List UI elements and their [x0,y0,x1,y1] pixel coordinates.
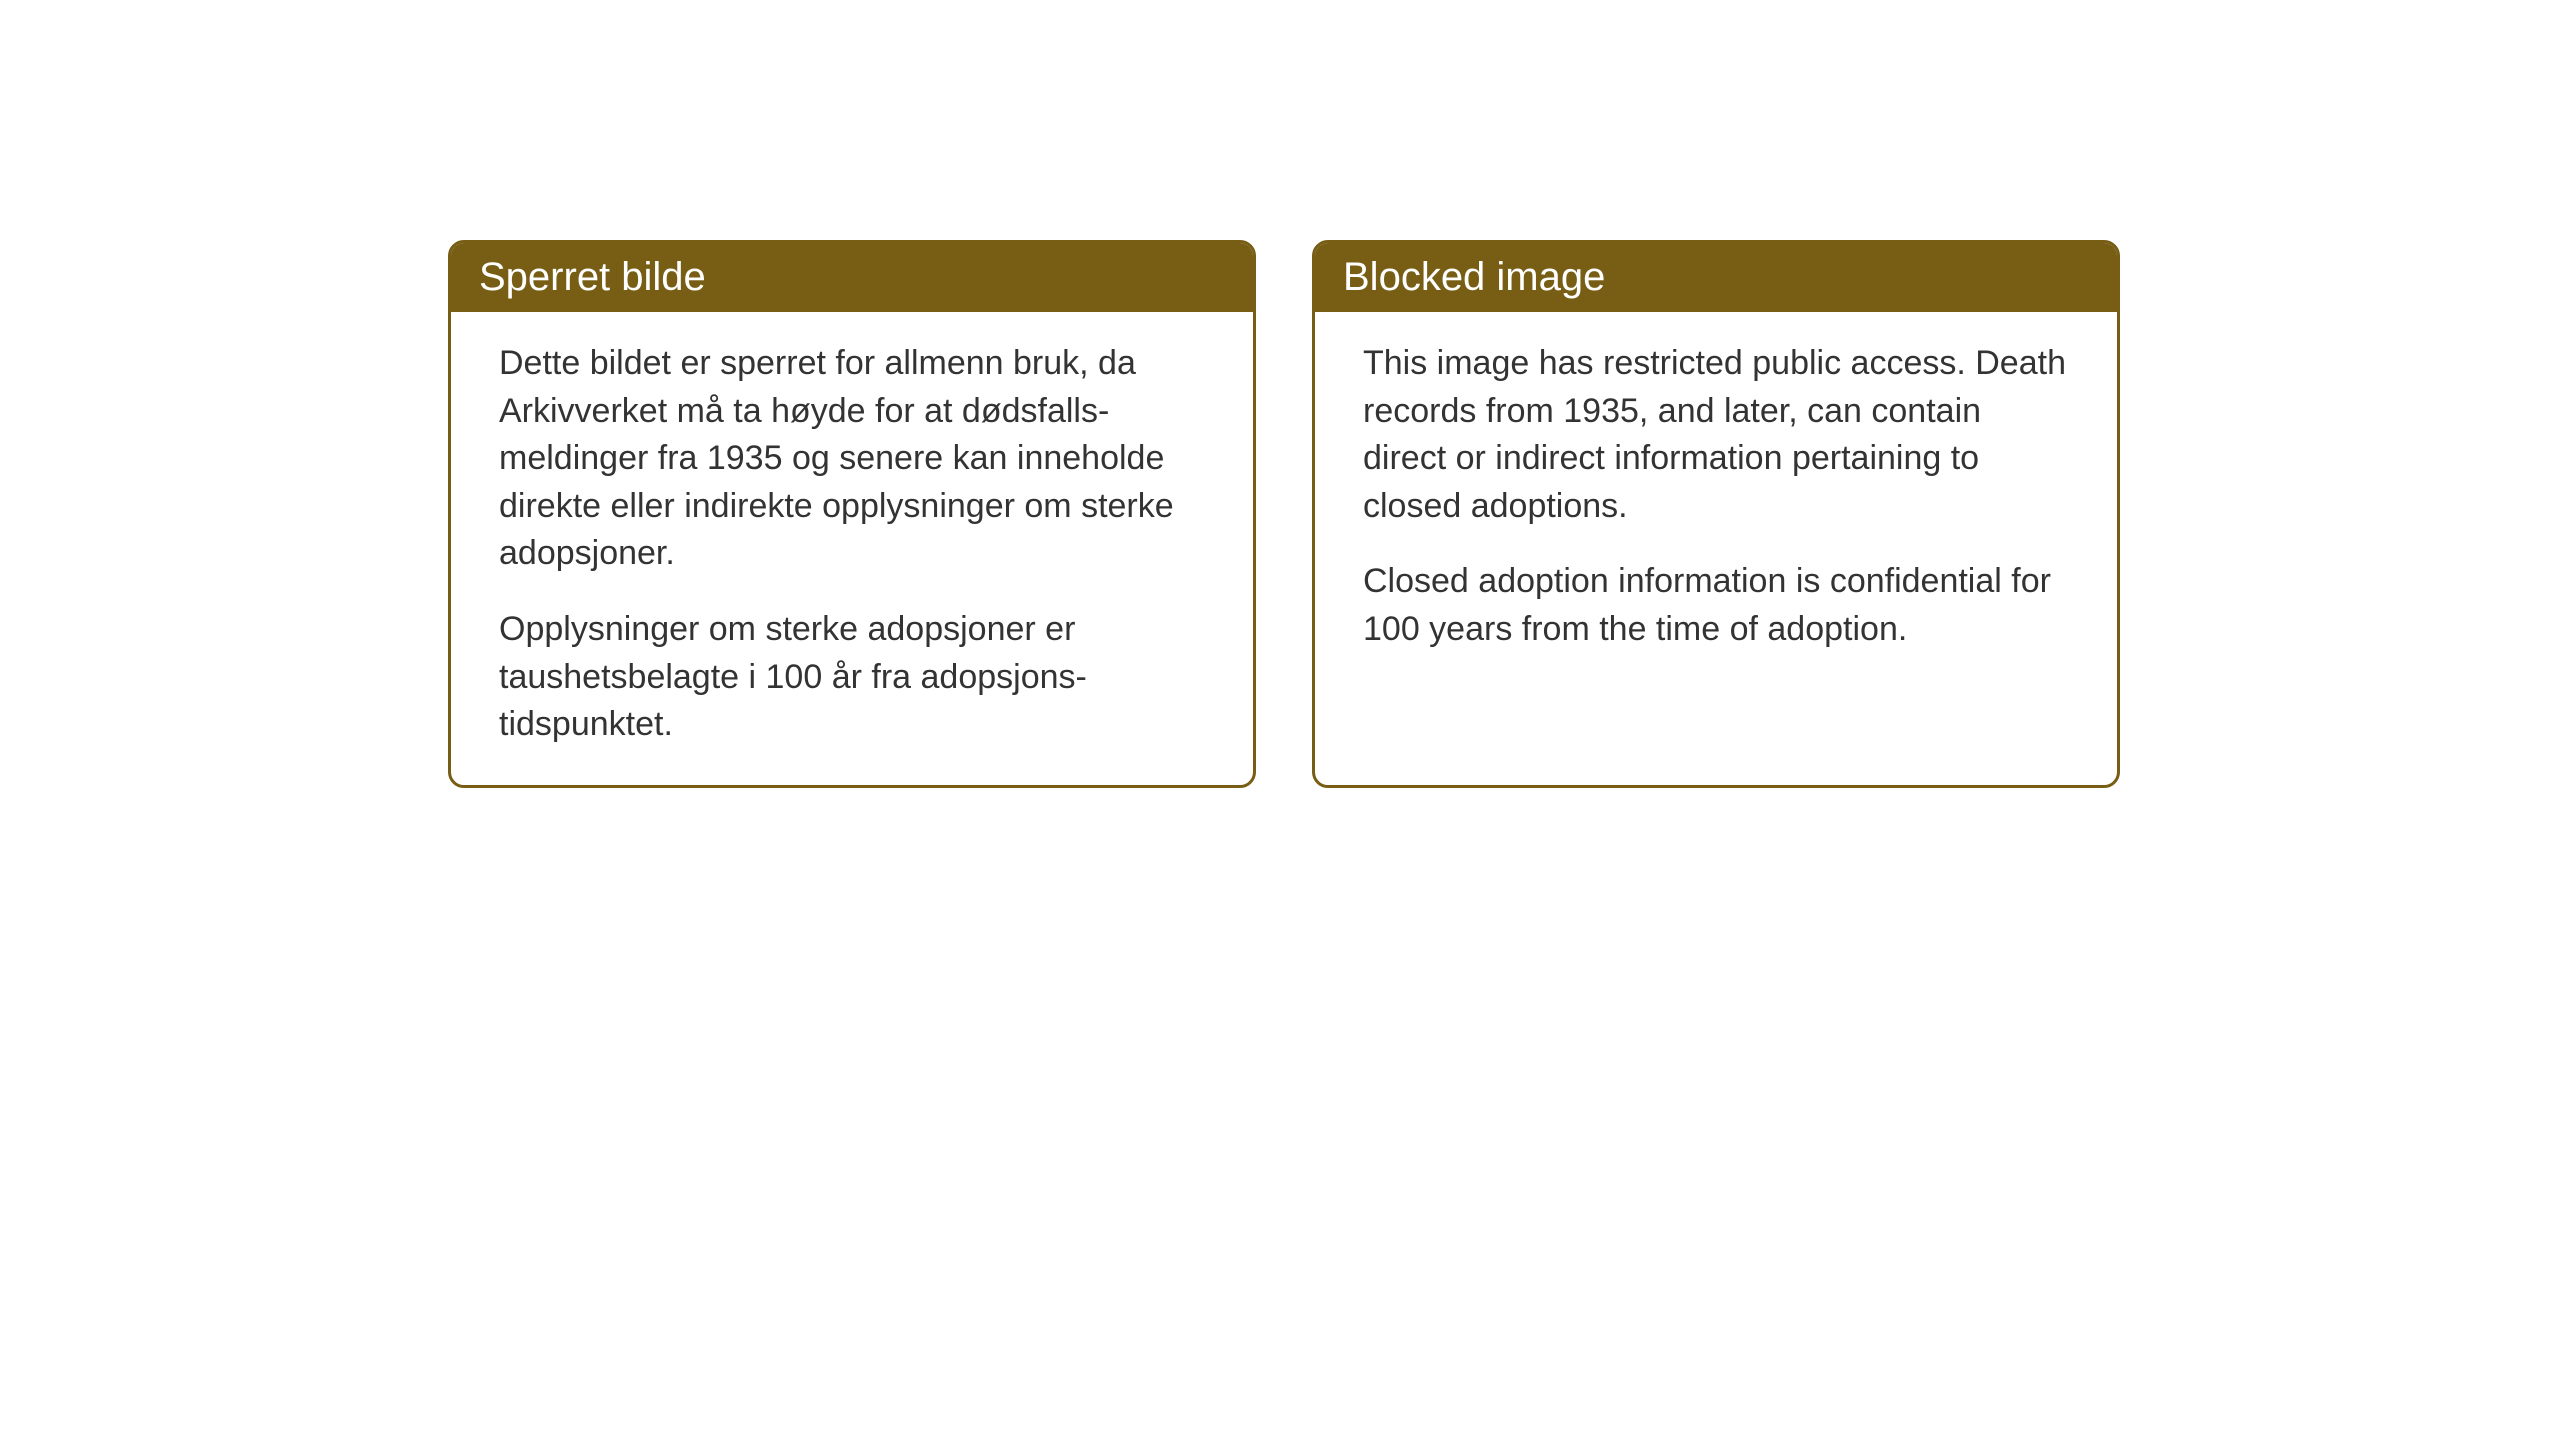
card-body-norwegian: Dette bildet er sperret for allmenn bruk… [451,312,1253,785]
notice-cards-container: Sperret bilde Dette bildet er sperret fo… [448,240,2120,788]
card-title-norwegian: Sperret bilde [479,255,706,299]
notice-card-norwegian: Sperret bilde Dette bildet er sperret fo… [448,240,1256,788]
card-body-english: This image has restricted public access.… [1315,312,2117,690]
card-paragraph-english-1: This image has restricted public access.… [1363,340,2069,530]
card-paragraph-norwegian-2: Opplysninger om sterke adopsjoner er tau… [499,606,1205,749]
card-header-english: Blocked image [1315,243,2117,312]
card-paragraph-norwegian-1: Dette bildet er sperret for allmenn bruk… [499,340,1205,578]
notice-card-english: Blocked image This image has restricted … [1312,240,2120,788]
card-paragraph-english-2: Closed adoption information is confident… [1363,558,2069,653]
card-title-english: Blocked image [1343,255,1605,299]
card-header-norwegian: Sperret bilde [451,243,1253,312]
